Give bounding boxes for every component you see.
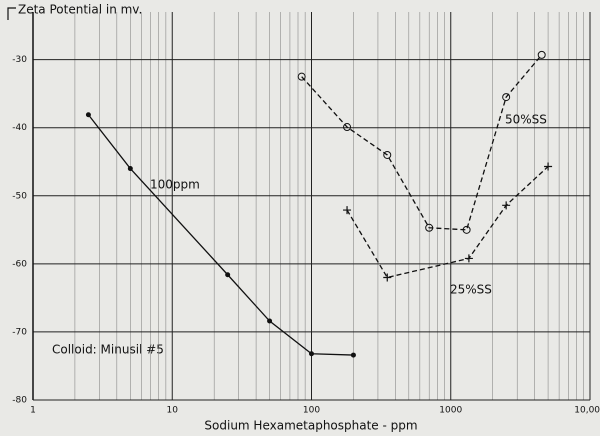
- series-line: [301, 54, 543, 231]
- marker: [127, 166, 133, 172]
- y-tick-label: -30: [12, 55, 27, 65]
- marker: [343, 206, 352, 215]
- marker: [502, 93, 511, 102]
- y-tick-label: -40: [12, 123, 27, 133]
- marker: [343, 123, 352, 132]
- x-tick-label: 10,000: [574, 406, 600, 416]
- marker: [225, 272, 231, 278]
- marker: [425, 223, 434, 232]
- axis-arrow: [7, 7, 16, 20]
- y-tick-label: -50: [12, 191, 27, 201]
- marker: [309, 351, 314, 357]
- marker: [383, 273, 392, 282]
- y-axis-title: Zeta Potential in mv.: [18, 3, 142, 17]
- marker: [297, 72, 306, 81]
- marker: [85, 112, 91, 118]
- marker: [464, 254, 473, 263]
- series-label: 50%SS: [505, 113, 547, 127]
- x-tick-label: 10: [167, 406, 179, 416]
- marker: [502, 201, 511, 210]
- series-label: 100ppm: [150, 178, 200, 192]
- marker: [383, 150, 392, 159]
- marker: [267, 318, 273, 324]
- y-tick-label: -60: [12, 259, 27, 269]
- annotation: Colloid: Minusil #5: [52, 343, 164, 357]
- series-line: [87, 114, 354, 356]
- series-label: 25%SS: [450, 283, 492, 297]
- y-tick-label: -70: [12, 327, 27, 337]
- marker: [350, 352, 356, 358]
- x-axis-title: Sodium Hexametaphosphate - ppm: [204, 419, 417, 433]
- marker: [544, 162, 553, 171]
- marker: [462, 225, 471, 234]
- x-tick-label: 1000: [439, 406, 462, 416]
- y-tick-label: -80: [12, 396, 27, 406]
- x-tick-label: 1: [30, 406, 36, 416]
- x-tick-label: 100: [303, 406, 320, 416]
- marker: [537, 50, 546, 59]
